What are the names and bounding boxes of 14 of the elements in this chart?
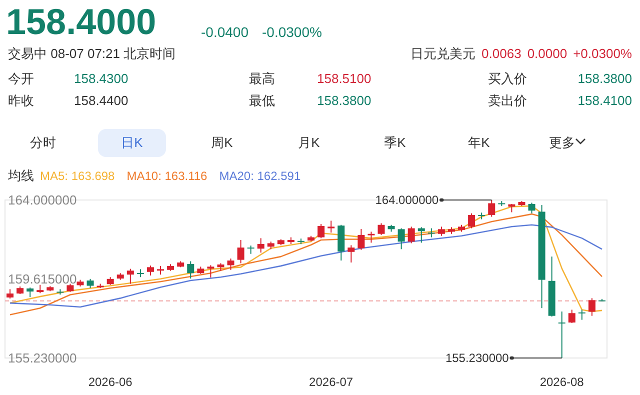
y-tick-label: 155.230000 — [8, 350, 77, 366]
legend: MA5: 163.698 MA10: 163.116 MA20: 162.591 — [40, 169, 301, 183]
x-tick-label: 2026-07 — [309, 375, 354, 389]
annotation: 164.000000 — [375, 193, 439, 207]
annotation: 155.230000 — [445, 351, 510, 365]
x-tick-label: 2026-08 — [540, 375, 584, 389]
header-text: +0.0300% — [573, 46, 632, 61]
chart-title: 158.4000 — [6, 1, 156, 42]
header-text: 0.0063 — [482, 46, 522, 61]
y-tick-label: 159.615000 — [8, 272, 77, 286]
header-text: 日元兑美元 — [410, 46, 476, 61]
x-tick-label: 2026-06 — [88, 375, 133, 389]
header-text: 0.0000 — [527, 46, 568, 61]
y-tick-label: 164.000000 — [8, 192, 77, 208]
